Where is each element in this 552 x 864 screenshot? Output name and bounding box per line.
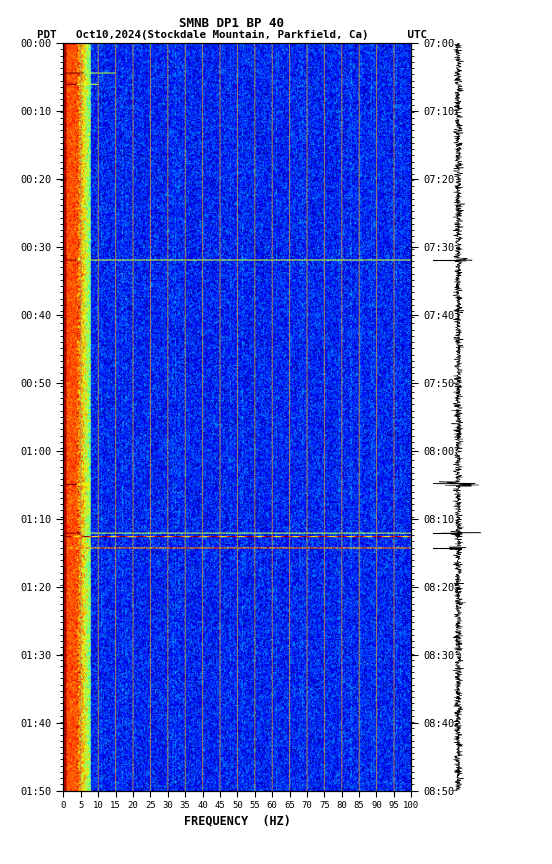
- Text: SMNB DP1 BP 40: SMNB DP1 BP 40: [179, 17, 284, 30]
- Text: PDT   Oct10,2024(Stockdale Mountain, Parkfield, Ca)      UTC: PDT Oct10,2024(Stockdale Mountain, Parkf…: [37, 30, 427, 41]
- X-axis label: FREQUENCY  (HZ): FREQUENCY (HZ): [184, 814, 291, 827]
